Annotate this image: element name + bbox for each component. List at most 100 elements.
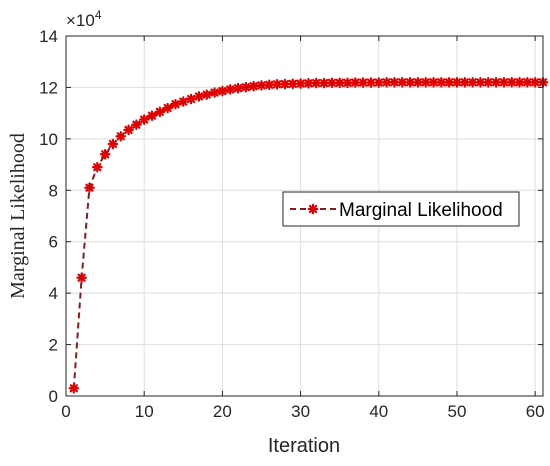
marker-core (126, 127, 131, 132)
tick-marks (65, 35, 543, 397)
marker-core (478, 80, 483, 85)
marker-core (290, 81, 295, 86)
marker-core (501, 80, 506, 85)
legend: Marginal Likelihood (282, 191, 520, 227)
legend-marker-asterisk (307, 203, 319, 215)
data-point (217, 85, 228, 97)
y-exponent-power: 4 (95, 8, 102, 22)
marker-core (134, 122, 139, 127)
marker-core (142, 117, 147, 122)
data-point (420, 76, 432, 88)
marker-core (337, 80, 342, 85)
marker-core (392, 80, 397, 85)
marker-core (509, 80, 514, 85)
data-point (248, 80, 259, 92)
marker-core (353, 80, 358, 85)
marker-core (228, 87, 233, 92)
series-layer (68, 76, 549, 394)
data-point (224, 84, 236, 95)
data-point (138, 114, 150, 125)
data-point (498, 76, 510, 88)
marker-core (345, 80, 350, 85)
y-tick-label: 0 (49, 387, 58, 406)
y-tick-label: 12 (39, 78, 58, 97)
y-exponent-base: ×10 (66, 11, 95, 30)
data-point (295, 78, 306, 89)
x-tick-label: 10 (135, 402, 154, 421)
marker-core (243, 85, 248, 90)
marker-core (118, 134, 123, 139)
axes-box (65, 35, 544, 397)
data-point (154, 106, 166, 118)
marker-core (447, 80, 452, 85)
data-point (404, 76, 416, 88)
legend-marker (307, 203, 319, 215)
data-point (185, 93, 197, 105)
x-tick-label: 30 (291, 402, 310, 421)
data-point (99, 148, 111, 160)
marker-core (376, 80, 381, 85)
marker-core (196, 94, 201, 99)
marker-core (220, 89, 225, 94)
data-point (271, 79, 283, 90)
data-point (240, 81, 252, 93)
marker-core (408, 80, 413, 85)
marker-core (165, 106, 170, 110)
y-tick-label: 2 (49, 336, 58, 355)
data-point (91, 161, 103, 173)
marker-core (400, 80, 405, 85)
marker-core (236, 86, 241, 91)
marker-core (150, 113, 155, 118)
data-point (146, 110, 158, 122)
marker-core (212, 90, 217, 95)
marker-core (267, 82, 272, 87)
data-point (436, 76, 447, 88)
x-tick-label: 20 (213, 402, 232, 421)
marker-core (259, 83, 264, 88)
x-tick-label: 50 (448, 402, 467, 421)
marker-core (204, 92, 209, 97)
data-point (123, 124, 134, 136)
data-point (256, 80, 267, 91)
y-tick-label: 14 (39, 27, 58, 46)
data-point (209, 87, 220, 98)
marker-core (110, 142, 115, 146)
marker-core (251, 84, 256, 89)
x-tick-label: 60 (526, 402, 545, 421)
y-tick-label: 4 (49, 284, 58, 303)
y-tick-labels: 0 2 4 6 8 10 12 14 (39, 27, 58, 406)
data-point (475, 76, 486, 88)
marker-core (368, 80, 373, 85)
marker-core (282, 82, 287, 87)
marker-core (415, 80, 420, 85)
x-axis-label: Iteration (268, 435, 340, 457)
marker-core (275, 82, 280, 87)
data-point (84, 182, 95, 194)
y-exponent-label: ×104 (66, 8, 102, 30)
marker-core (173, 102, 178, 107)
marker-core (311, 207, 315, 211)
marker-core (306, 81, 311, 86)
marker-core (322, 81, 327, 86)
data-point (514, 76, 525, 88)
marker-core (454, 80, 459, 85)
marker-core (486, 80, 491, 85)
data-point (342, 77, 353, 89)
x-tick-label: 40 (369, 402, 388, 421)
data-point (318, 77, 330, 89)
x-tick-label: 0 (61, 402, 70, 421)
data-point (76, 272, 87, 284)
marker-core (470, 80, 475, 85)
marker-core (79, 275, 84, 280)
marker-core (533, 80, 538, 85)
data-point (170, 98, 181, 110)
y-axis-label: Marginal Likelihood (7, 133, 29, 299)
x-tick-labels: 0 10 20 30 40 50 60 (61, 402, 544, 421)
marker-core (189, 97, 194, 101)
data-point (201, 89, 213, 100)
data-point (310, 77, 322, 89)
data-point (232, 82, 244, 94)
marker-core (423, 80, 428, 85)
